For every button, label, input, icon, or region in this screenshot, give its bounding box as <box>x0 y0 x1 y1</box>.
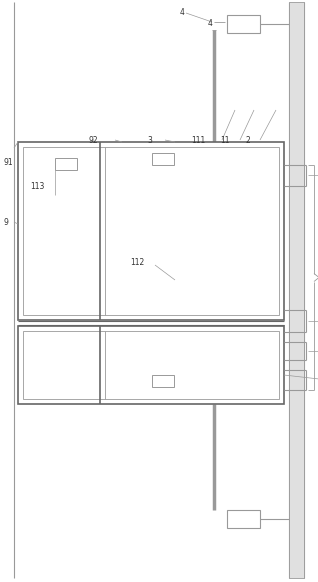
Text: 4: 4 <box>208 19 213 28</box>
Text: 9: 9 <box>4 218 9 227</box>
Bar <box>289 2 304 578</box>
Text: 111: 111 <box>191 136 205 145</box>
Text: 92: 92 <box>88 136 98 145</box>
Bar <box>227 510 260 528</box>
Bar <box>55 158 77 170</box>
Bar <box>18 142 284 320</box>
Text: 112: 112 <box>130 258 144 267</box>
Bar <box>227 15 260 33</box>
Bar <box>23 147 279 315</box>
Text: 91: 91 <box>4 158 14 167</box>
Bar <box>23 331 279 399</box>
Text: 113: 113 <box>30 182 45 191</box>
Bar <box>152 153 174 165</box>
Bar <box>18 326 284 404</box>
Text: 2: 2 <box>245 136 250 145</box>
Text: 4: 4 <box>179 8 184 17</box>
Text: 11: 11 <box>220 136 230 145</box>
Text: 3: 3 <box>147 136 152 145</box>
Bar <box>152 375 174 387</box>
